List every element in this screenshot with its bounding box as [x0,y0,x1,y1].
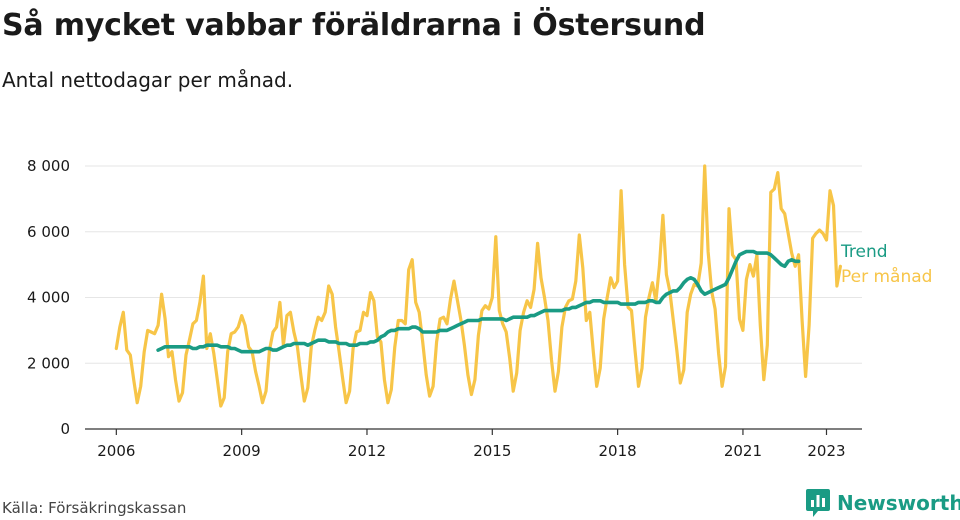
x-tick-label: 2018 [599,442,637,460]
newsworthy-logo-icon [806,489,830,517]
chart-subtitle: Antal nettodagar per månad. [2,68,294,92]
legend-label-trend: Trend [840,242,888,262]
series-line-trend [156,249,801,354]
x-tick-label: 2015 [473,442,511,460]
x-tick-label: 2012 [348,442,386,460]
brand-name: Newsworthy [837,491,960,515]
y-tick-label: 4 000 [27,289,70,307]
x-tick-label: 2023 [807,442,845,460]
brand-logo[interactable]: Newsworthy [805,488,960,518]
y-tick-label: 2 000 [27,354,70,372]
legend: Trend Per månad [840,242,932,287]
chart-title: Så mycket vabbar föräldrarna i Östersund [2,8,706,43]
y-tick-label: 8 000 [27,157,70,175]
y-tick-label: 6 000 [27,223,70,241]
source-note: Källa: Försäkringskassan [2,499,187,517]
legend-label-per-manad: Per månad [841,266,932,287]
gridlines [85,165,862,364]
x-tick-label: 2021 [724,442,762,460]
x-axis: 2006 2009 2012 2015 2018 2021 2023 [85,428,862,460]
y-axis: 0 2 000 4 000 6 000 8 000 [27,157,70,438]
series-line-per-manad [114,164,842,408]
x-tick-label: 2009 [223,442,261,460]
y-tick-label: 0 [60,420,70,438]
x-tick-label: 2006 [97,442,135,460]
series [114,164,842,408]
